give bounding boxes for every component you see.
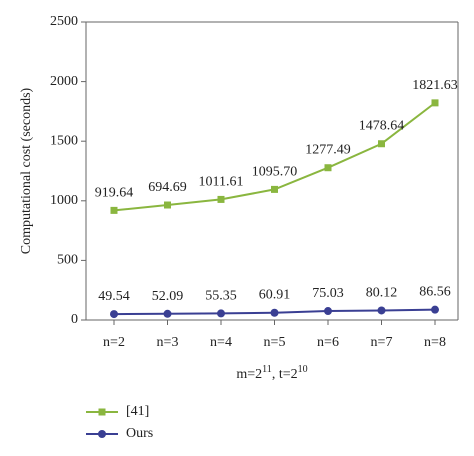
data-label: 49.54	[98, 289, 130, 304]
series-ours: 49.54 52.09 55.35 60.91 75.03 80.12 86.56	[98, 285, 451, 319]
y-tick-label: 1000	[50, 193, 78, 208]
data-point	[431, 99, 439, 107]
data-point	[164, 201, 171, 209]
y-tick-label: 0	[71, 312, 78, 327]
series-ref41: 919.64 694.69 1011.61 1095.70 1277.49 1478.64…	[95, 78, 458, 214]
data-label: 80.12	[366, 285, 398, 300]
y-tick-label: 1500	[50, 133, 78, 148]
data-label: 694.69	[148, 180, 187, 195]
data-point	[110, 206, 118, 214]
data-label: 1821.63	[412, 78, 458, 93]
x-tick-label: n=6	[317, 335, 339, 350]
data-point	[110, 310, 118, 319]
series-layer: 919.64 694.69 1011.61 1095.70 1277.49 1478.64…	[95, 78, 458, 319]
y-axis-label: Computational cost (seconds)	[19, 87, 34, 254]
y-tick-label: 2500	[50, 14, 78, 29]
data-label: 86.56	[419, 285, 451, 300]
data-point	[217, 309, 225, 318]
x-ticks: n=2 n=3 n=4 n=5 n=6 n=7 n=8	[103, 320, 446, 350]
x-axis-label-m-exp: 11	[262, 364, 272, 375]
x-axis-label: m=211, t=210	[236, 364, 307, 382]
legend-item: [41]	[86, 404, 149, 419]
y-tick-label: 2000	[50, 74, 78, 89]
x-tick-label: n=3	[157, 335, 179, 350]
data-label: 60.91	[259, 288, 291, 303]
data-point	[270, 308, 279, 317]
data-point	[271, 185, 278, 193]
x-tick-label: n=4	[210, 335, 232, 350]
legend-item: Ours	[86, 426, 153, 441]
data-label: 919.64	[95, 185, 134, 200]
x-axis-label-sep: ,	[272, 367, 279, 382]
x-axis-label-t-exp: 10	[298, 364, 308, 375]
data-label: 1478.64	[359, 119, 405, 134]
x-tick-label: n=5	[264, 335, 286, 350]
data-point	[324, 164, 332, 172]
data-label: 55.35	[205, 288, 237, 303]
data-point	[324, 307, 332, 316]
data-point	[377, 306, 386, 315]
data-point	[163, 309, 172, 318]
data-label: 1095.70	[252, 164, 298, 179]
x-tick-label: n=7	[371, 335, 393, 350]
legend-label: [41]	[126, 404, 149, 419]
data-label: 75.03	[312, 286, 344, 301]
x-tick-label: n=2	[103, 335, 125, 350]
data-point	[431, 305, 439, 314]
x-axis-label-m: m=2	[236, 367, 262, 382]
data-label: 52.09	[152, 289, 184, 304]
x-axis-label-t: t=2	[279, 367, 298, 382]
y-ticks: 0 500 1000 1500 2000 2500	[50, 14, 86, 327]
legend-marker	[98, 430, 106, 438]
x-tick-label: n=8	[424, 335, 446, 350]
data-point	[217, 195, 225, 203]
legend-marker	[98, 408, 106, 416]
data-label: 1011.61	[199, 174, 244, 189]
data-point	[378, 140, 385, 148]
y-tick-label: 500	[57, 253, 78, 268]
legend-label: Ours	[126, 426, 153, 441]
legend: [41] Ours	[86, 404, 153, 441]
data-label: 1277.49	[305, 143, 351, 158]
